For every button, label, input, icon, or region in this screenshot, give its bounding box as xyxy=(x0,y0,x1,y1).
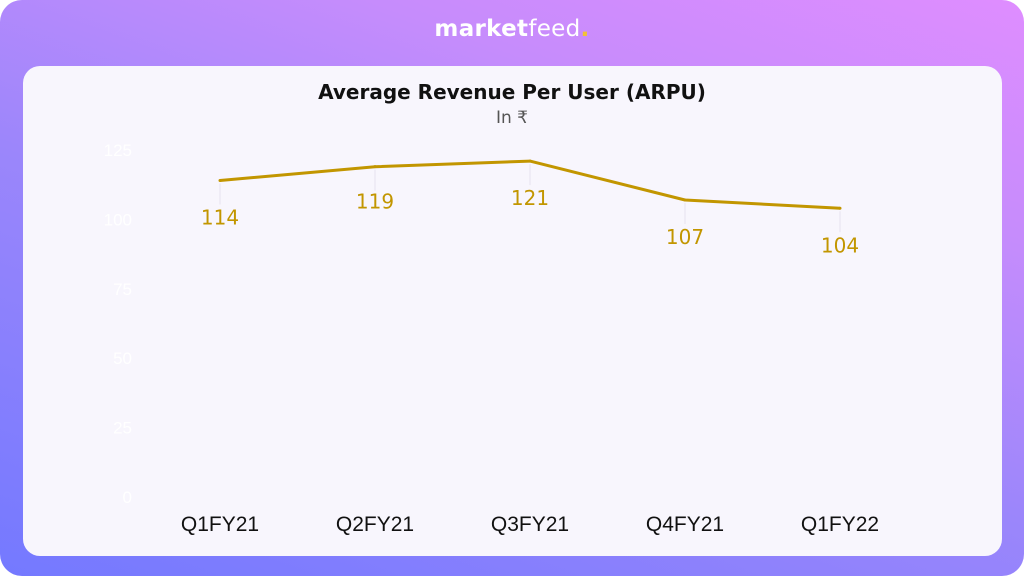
y-tick-label: 125 xyxy=(104,141,132,160)
data-point xyxy=(218,179,222,183)
series-arpu xyxy=(218,159,842,210)
data-label: 107 xyxy=(666,225,704,249)
y-tick-label: 100 xyxy=(104,210,132,229)
y-tick-label: 0 xyxy=(123,488,132,507)
data-point xyxy=(683,198,687,202)
y-axis-ticks: 0 25 50 75 100 125 xyxy=(104,141,132,507)
data-label: 114 xyxy=(201,206,239,230)
y-tick-label: 75 xyxy=(113,280,132,299)
data-label: 104 xyxy=(821,233,859,257)
x-tick-label: Q1FY22 xyxy=(801,513,879,536)
x-tick-label: Q3FY21 xyxy=(491,513,569,536)
brand-logo-bold: market xyxy=(434,16,529,42)
data-label: 121 xyxy=(511,186,549,210)
x-axis-ticks: Q1FY21 Q2FY21 Q3FY21 Q4FY21 Q1FY22 xyxy=(181,513,879,536)
data-labels: 114 119 121 107 104 xyxy=(201,186,859,257)
data-label: 119 xyxy=(356,190,394,214)
y-tick-label: 25 xyxy=(113,419,132,438)
brand-logo: marketfeed. xyxy=(0,16,1024,42)
x-tick-label: Q2FY21 xyxy=(336,513,414,536)
data-point xyxy=(528,159,532,163)
brand-logo-dot: . xyxy=(580,16,590,42)
data-point xyxy=(373,165,377,169)
data-point xyxy=(838,206,842,210)
chart-subtitle: In ₹ xyxy=(495,108,528,128)
label-leader-lines xyxy=(219,164,841,233)
brand-logo-regular: feed xyxy=(528,16,581,42)
chart-title: Average Revenue Per User (ARPU) xyxy=(318,80,706,104)
x-tick-label: Q4FY21 xyxy=(646,513,724,536)
y-tick-label: 50 xyxy=(113,349,132,368)
chart-card xyxy=(23,66,1002,556)
x-tick-label: Q1FY21 xyxy=(181,513,259,536)
